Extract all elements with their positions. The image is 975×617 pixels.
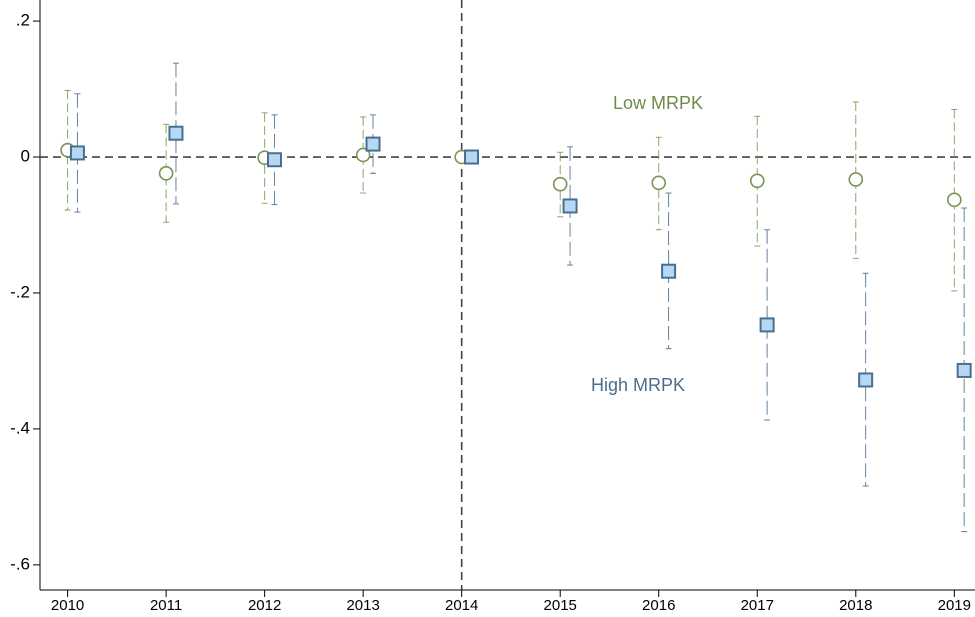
annotation: High MRPK	[591, 375, 685, 395]
y-tick-label: 0	[21, 147, 30, 166]
point	[956, 362, 972, 378]
x-tick-label: 2011	[150, 597, 182, 614]
point	[562, 198, 578, 214]
y-tick-label: -.4	[10, 418, 30, 437]
point	[848, 172, 864, 187]
point	[661, 263, 677, 279]
x-tick-label: 2012	[248, 597, 281, 614]
point	[168, 125, 184, 141]
x-tick-label: 2017	[741, 597, 774, 614]
point	[266, 152, 282, 168]
y-tick-label: -.2	[10, 282, 30, 301]
x-tick-label: 2013	[346, 597, 379, 614]
point	[464, 149, 480, 165]
y-tick-label: -.6	[10, 554, 30, 573]
x-tick-label: 2018	[839, 597, 872, 614]
point	[749, 173, 765, 189]
point	[651, 175, 667, 191]
x-tick-label: 2016	[642, 597, 675, 614]
point	[759, 317, 775, 333]
y-tick-label: .2	[16, 11, 30, 30]
x-tick-label: 2015	[544, 597, 577, 614]
annotation: Low MRPK	[613, 93, 703, 113]
point	[365, 136, 381, 152]
point	[947, 192, 962, 208]
point	[858, 372, 874, 388]
point	[355, 147, 371, 163]
point	[552, 176, 568, 192]
x-tick-label: 2010	[51, 597, 84, 614]
point	[69, 145, 85, 161]
x-tick-label: 2014	[445, 597, 478, 614]
x-tick-label: 2019	[938, 597, 971, 614]
point	[158, 166, 174, 181]
